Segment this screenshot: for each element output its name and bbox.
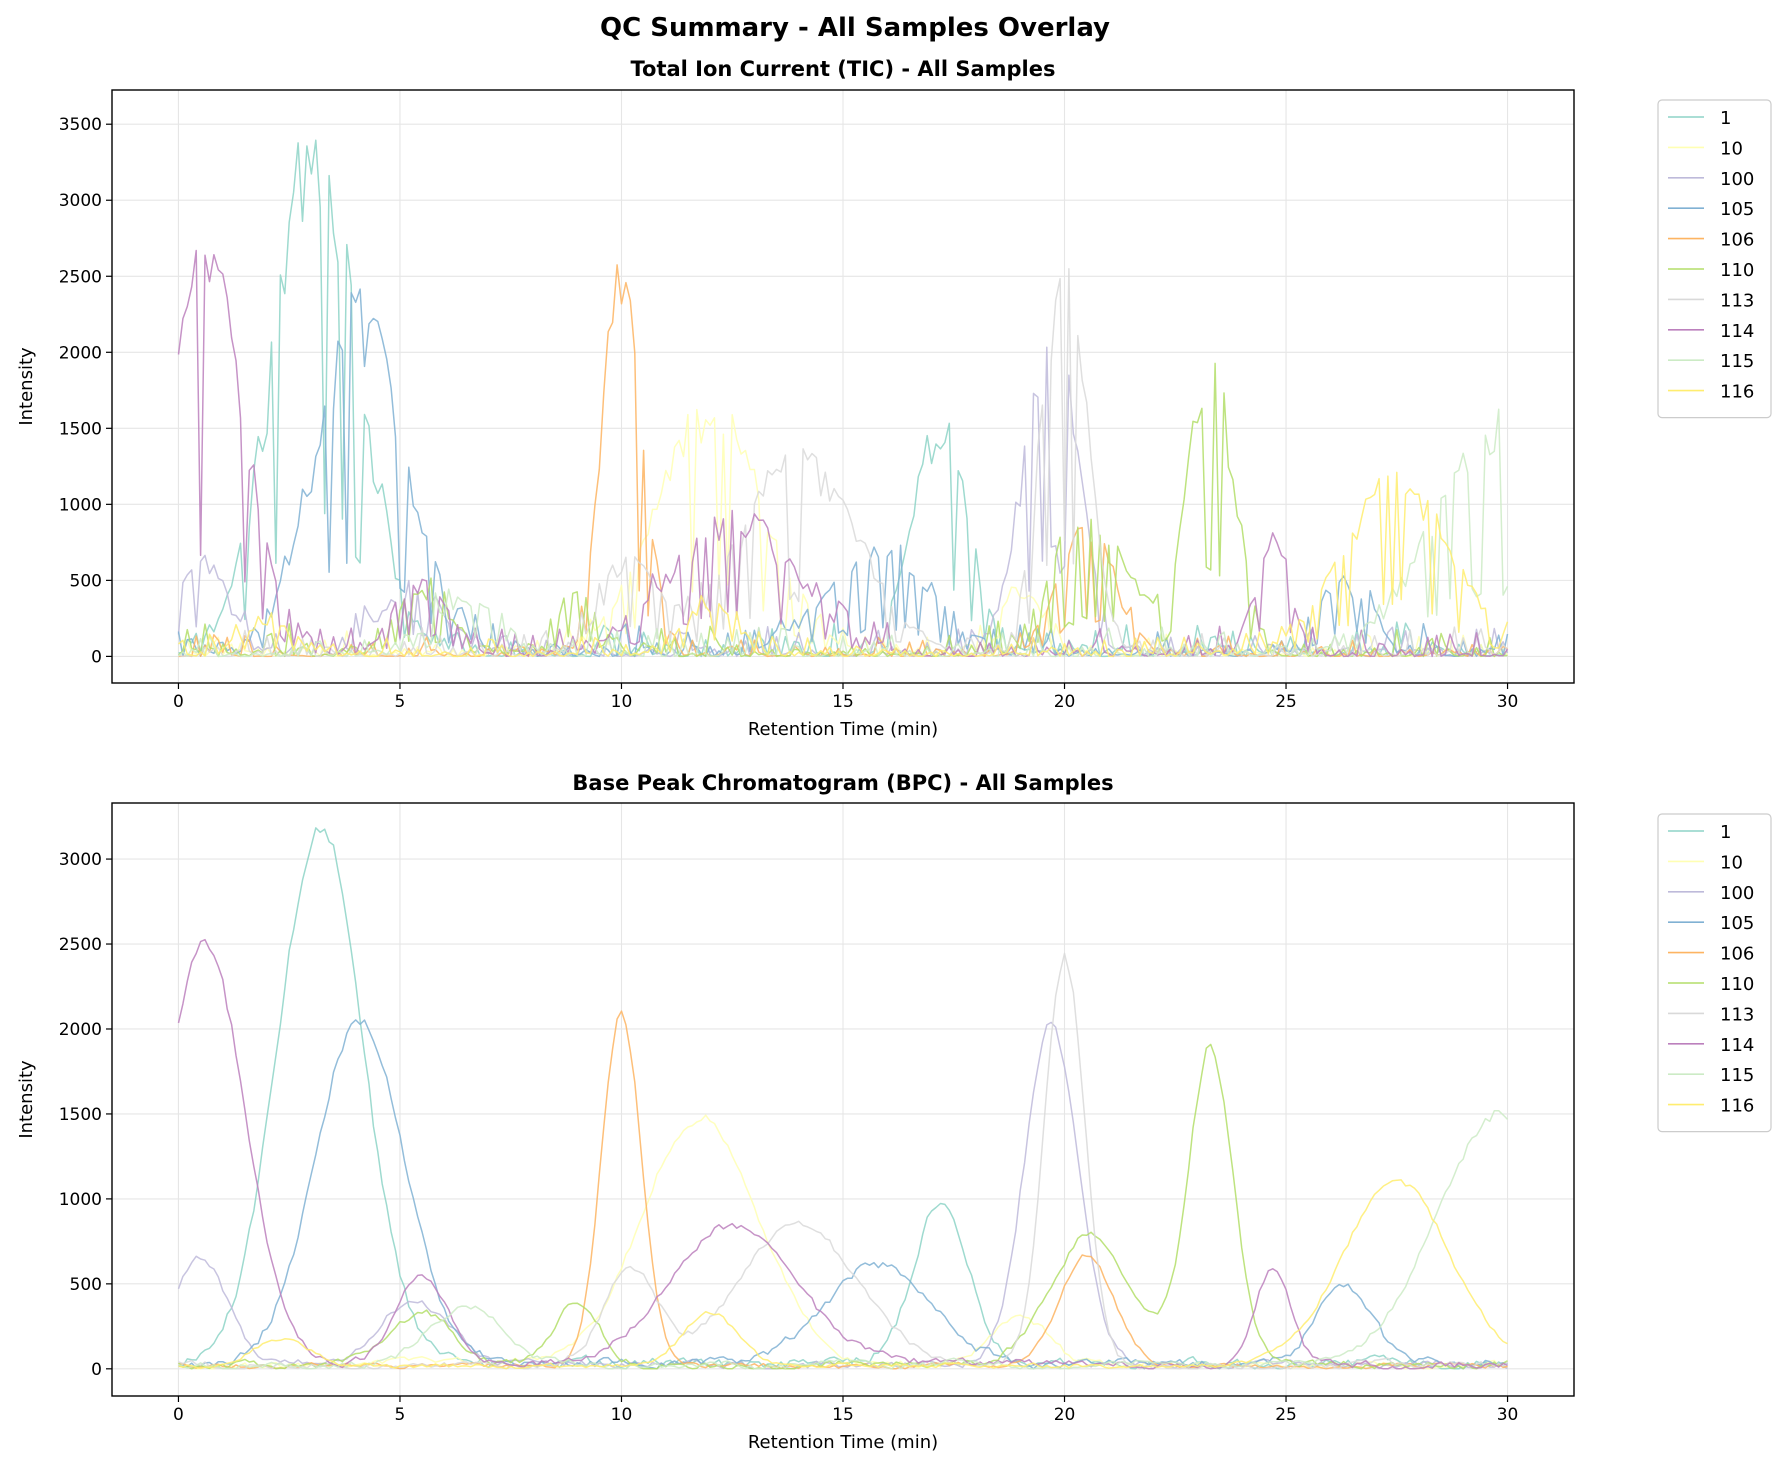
legend-label-114: 114 bbox=[1720, 1035, 1754, 1056]
series-group bbox=[177, 139, 1509, 658]
x-tick-label: 0 bbox=[173, 692, 184, 712]
series-line-116 bbox=[178, 1179, 1508, 1370]
legend-box bbox=[1657, 813, 1772, 1133]
legend-label-110: 110 bbox=[1720, 260, 1754, 281]
x-axis-label: Retention Time (min) bbox=[748, 719, 938, 740]
series-line-113 bbox=[178, 952, 1509, 1370]
legend-label-1: 1 bbox=[1720, 822, 1731, 843]
x-tick-label: 5 bbox=[395, 1405, 406, 1425]
x-tick-label: 15 bbox=[832, 1405, 854, 1425]
y-axis-label: Intensity bbox=[16, 347, 37, 426]
legend-label-105: 105 bbox=[1720, 199, 1754, 220]
series-line-105 bbox=[177, 288, 1509, 658]
legend-label-1: 1 bbox=[1720, 108, 1731, 129]
x-tick-label: 10 bbox=[611, 1405, 633, 1425]
y-tick-label: 500 bbox=[70, 571, 102, 591]
x-tick-label: 10 bbox=[611, 692, 633, 712]
legend-label-100: 100 bbox=[1720, 169, 1754, 190]
legend-label-113: 113 bbox=[1720, 290, 1754, 311]
y-tick-label: 2000 bbox=[59, 1020, 102, 1040]
y-tick-label: 0 bbox=[91, 1360, 102, 1380]
series-line-105 bbox=[178, 1019, 1508, 1370]
chart-panel-1: Total Ion Current (TIC) - All Samples 0 5 1… bbox=[16, 57, 1772, 740]
legend-box bbox=[1657, 99, 1772, 419]
x-tick-label: 30 bbox=[1497, 1405, 1519, 1425]
y-tick-label: 2500 bbox=[59, 935, 102, 955]
y-axis-label: Intensity bbox=[16, 1060, 37, 1139]
x-tick-label: 5 bbox=[395, 692, 406, 712]
x-axis-label: Retention Time (min) bbox=[748, 1432, 938, 1453]
series-group bbox=[177, 827, 1509, 1370]
legend-label-105: 105 bbox=[1720, 913, 1754, 934]
legend-label-106: 106 bbox=[1720, 944, 1754, 965]
figure-title: QC Summary - All Samples Overlay bbox=[600, 13, 1110, 43]
y-tick-label: 3000 bbox=[59, 850, 102, 870]
legend-label-114: 114 bbox=[1720, 321, 1754, 342]
legend-label-106: 106 bbox=[1720, 230, 1754, 251]
series-line-116 bbox=[178, 471, 1509, 658]
legend-label-116: 116 bbox=[1720, 1096, 1754, 1117]
legend-label-115: 115 bbox=[1720, 351, 1754, 372]
series-line-114 bbox=[177, 938, 1508, 1370]
legend-label-115: 115 bbox=[1720, 1065, 1754, 1086]
y-tick-label: 1500 bbox=[59, 1105, 102, 1125]
y-tick-label: 0 bbox=[91, 647, 102, 667]
x-tick-label: 20 bbox=[1054, 1405, 1076, 1425]
y-tick-label: 3500 bbox=[59, 115, 102, 135]
x-tick-label: 15 bbox=[832, 692, 854, 712]
y-tick-label: 1000 bbox=[59, 1190, 102, 1210]
x-tick-label: 0 bbox=[173, 1405, 184, 1425]
chart-panel-2: Base Peak Chromatogram (BPC) - All Sampl… bbox=[16, 771, 1772, 1453]
x-tick-label: 30 bbox=[1497, 692, 1519, 712]
x-tick-label: 20 bbox=[1054, 692, 1076, 712]
legend-label-110: 110 bbox=[1720, 974, 1754, 995]
series-line-113 bbox=[178, 267, 1509, 658]
legend-label-113: 113 bbox=[1720, 1004, 1754, 1025]
grid bbox=[112, 803, 1574, 1396]
chart-title: Base Peak Chromatogram (BPC) - All Sampl… bbox=[572, 771, 1113, 795]
y-tick-label: 500 bbox=[70, 1275, 102, 1295]
legend-label-10: 10 bbox=[1720, 852, 1743, 873]
y-tick-label: 2500 bbox=[59, 267, 102, 287]
y-tick-label: 1500 bbox=[59, 419, 102, 439]
grid bbox=[112, 90, 1574, 683]
y-tick-label: 1000 bbox=[59, 495, 102, 515]
series-line-115 bbox=[177, 408, 1509, 658]
legend-label-116: 116 bbox=[1720, 382, 1754, 403]
legend-label-10: 10 bbox=[1720, 138, 1743, 159]
series-line-110 bbox=[177, 362, 1508, 658]
x-tick-label: 25 bbox=[1275, 1405, 1297, 1425]
chart-title: Total Ion Current (TIC) - All Samples bbox=[631, 57, 1056, 81]
legend-label-100: 100 bbox=[1720, 883, 1754, 904]
y-tick-label: 3000 bbox=[59, 191, 102, 211]
series-line-106 bbox=[178, 1010, 1508, 1370]
y-tick-label: 2000 bbox=[59, 343, 102, 363]
x-tick-label: 25 bbox=[1275, 692, 1297, 712]
series-line-114 bbox=[177, 249, 1509, 658]
